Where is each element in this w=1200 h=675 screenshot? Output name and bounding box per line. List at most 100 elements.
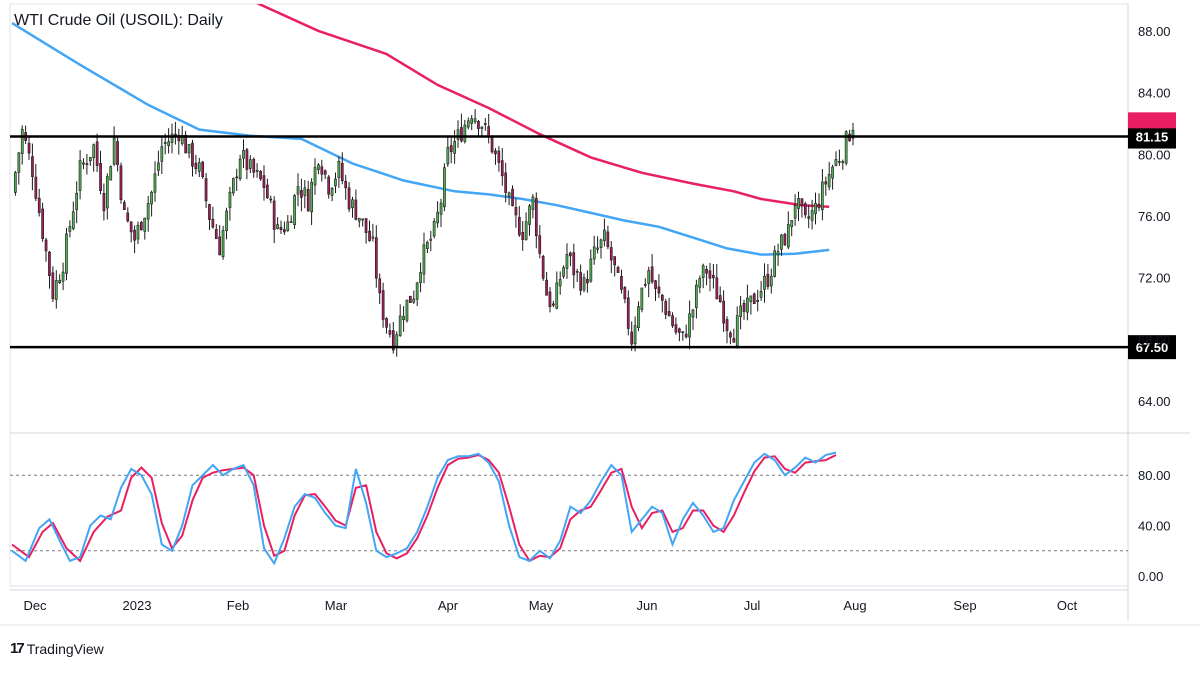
candle (477, 120, 480, 137)
candle (187, 143, 191, 159)
candle (143, 217, 147, 240)
candle-body (232, 178, 235, 194)
candle-body (654, 280, 657, 289)
candle (323, 169, 327, 180)
candle-body (477, 121, 480, 129)
candle-body (92, 144, 96, 159)
candle-body (300, 190, 303, 198)
candle-body (174, 133, 177, 136)
candle-body (568, 252, 572, 257)
candle (317, 163, 320, 175)
candle (286, 215, 290, 232)
candle-body (463, 124, 467, 142)
candle-body (136, 224, 140, 240)
candle (783, 232, 787, 246)
candle-body (694, 284, 698, 308)
candle (453, 130, 457, 164)
candle (555, 271, 559, 310)
candle (327, 175, 331, 199)
candle (351, 196, 354, 218)
candle-body (558, 279, 562, 287)
candle (500, 148, 504, 186)
moving-average-line-2 (11, 22, 830, 256)
candle (606, 225, 610, 250)
candle-body (449, 145, 453, 153)
candle-body (671, 315, 674, 327)
time-tick-label: Oct (1057, 598, 1078, 613)
candle-body (75, 192, 78, 211)
candle-body (252, 158, 256, 173)
candle (310, 178, 314, 226)
candle (534, 192, 538, 249)
candle (65, 227, 68, 281)
candle-body (262, 175, 266, 189)
candle-body (317, 164, 320, 170)
candle-body (133, 229, 136, 241)
candle-body (27, 142, 31, 154)
candle (265, 178, 269, 199)
candle-body (177, 134, 181, 142)
candle (742, 299, 746, 320)
candle-body (340, 162, 344, 182)
candle-body (773, 250, 776, 277)
candle-body (44, 239, 48, 252)
candle (177, 128, 181, 155)
candle (259, 170, 262, 181)
candle-body (54, 280, 58, 300)
candle (109, 165, 113, 181)
candle-body (218, 236, 222, 256)
stochastic-layer (10, 451, 1128, 566)
candle-body (783, 233, 787, 246)
candle (385, 317, 388, 334)
candle-body (119, 165, 123, 201)
candle-body (211, 218, 215, 228)
candle-body (803, 203, 807, 216)
candle-body (112, 137, 116, 165)
candle (245, 147, 249, 180)
candle-body (20, 128, 24, 154)
candle (773, 245, 776, 278)
candle-body (722, 300, 725, 324)
candle-body (245, 149, 249, 170)
candle (684, 324, 688, 339)
candle (201, 160, 205, 179)
candle-body (48, 251, 51, 277)
candle-body (735, 315, 739, 347)
candle-body (807, 216, 811, 219)
tradingview-logo[interactable]: 17 TradingView (10, 640, 104, 657)
candle (521, 221, 525, 251)
candle (320, 159, 324, 182)
price-tick-label: 72.00 (1138, 271, 1171, 286)
candle-body (786, 224, 790, 248)
brand-name: TradingView (26, 640, 104, 657)
candle-body (388, 330, 392, 335)
candle-body (620, 275, 623, 290)
price-tick-label: 84.00 (1138, 86, 1171, 101)
candle-body (395, 334, 399, 347)
plot-frame (9, 3, 1129, 587)
candle (71, 201, 75, 231)
candle (524, 212, 528, 241)
candle (106, 173, 109, 220)
candle (82, 158, 85, 170)
candle-body (279, 227, 283, 231)
candle-body (381, 290, 385, 320)
candle-body (603, 229, 606, 241)
candle-body (684, 333, 688, 338)
candle (797, 191, 800, 221)
candle-body (425, 242, 429, 249)
candle (174, 121, 177, 145)
candle (119, 162, 123, 204)
candle (412, 290, 416, 304)
candle (150, 190, 153, 217)
candle-body (715, 277, 719, 300)
candle (153, 161, 157, 202)
candle (851, 122, 855, 146)
candle-body (763, 275, 766, 290)
candle (647, 266, 651, 298)
candle-body (320, 166, 324, 175)
candle (208, 203, 211, 230)
candle-body (691, 309, 695, 318)
candle-body (643, 284, 647, 286)
